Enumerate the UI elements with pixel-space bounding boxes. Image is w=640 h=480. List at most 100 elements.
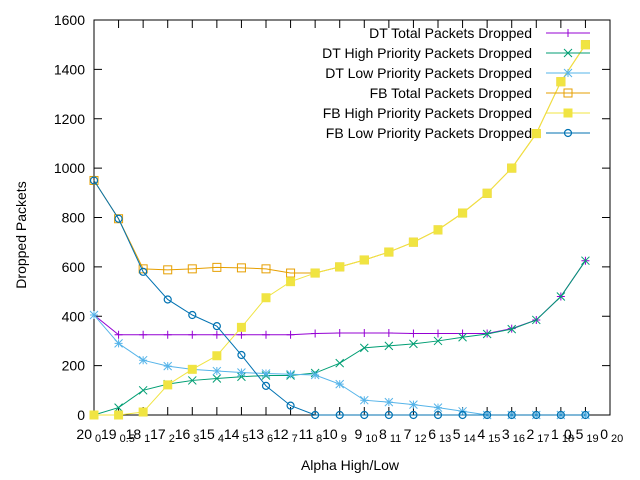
data-point — [360, 410, 369, 420]
x-tick-label-high: 6 — [428, 426, 436, 442]
data-point — [212, 322, 221, 331]
data-point — [563, 68, 573, 78]
y-tick-label: 0 — [77, 407, 85, 423]
data-point — [261, 369, 271, 378]
x-tick-label-high: 8 — [379, 426, 387, 442]
data-point — [188, 310, 197, 320]
x-tick-label-high: 12 — [273, 426, 289, 442]
data-point — [433, 336, 443, 346]
x-tick-label-low: 7 — [292, 433, 298, 445]
y-axis-ticks: 0 200 400 600 800 1000 1200 1400 1600 — [54, 12, 610, 423]
legend-label: DT Low Priority Packets Dropped — [325, 65, 532, 81]
data-point — [563, 48, 573, 58]
data-point — [163, 265, 173, 275]
data-point — [139, 330, 148, 339]
data-point — [581, 256, 590, 266]
data-point — [483, 410, 492, 420]
data-point — [434, 329, 442, 338]
series-2 — [89, 256, 590, 420]
x-tick-label-high: 9 — [354, 426, 362, 442]
data-point — [433, 403, 443, 412]
data-point — [311, 410, 320, 420]
data-point — [262, 330, 270, 339]
data-point — [139, 267, 148, 276]
x-tick-label-low: 19 — [586, 433, 598, 445]
x-axis-ticks: 20 0 19 0.518 1 17 2 16 3 15 4 14 5 13 6 12 7 11 8 10 9 9 10 8 1… — [76, 20, 623, 445]
x-tick-label-high: 11 — [299, 426, 314, 442]
x-tick-label-high: 0.5 — [564, 426, 584, 442]
data-point — [236, 263, 246, 273]
data-point — [409, 339, 418, 349]
x-tick-label-high: 7 — [404, 426, 412, 442]
series-line — [93, 180, 586, 416]
data-point — [138, 355, 148, 365]
data-point — [138, 385, 148, 395]
data-point — [531, 129, 541, 139]
data-point — [212, 262, 222, 272]
x-tick-label-high: 17 — [150, 426, 166, 442]
x-tick-label-low: 15 — [488, 433, 500, 445]
data-point — [237, 350, 246, 360]
data-point — [507, 410, 516, 420]
data-point — [563, 108, 573, 118]
legend-entry: FB High Priority Packets Dropped — [323, 105, 590, 121]
y-tick-label: 1000 — [54, 160, 85, 176]
data-point — [563, 88, 573, 98]
x-tick-label-high: 5 — [453, 426, 461, 442]
x-tick-label-low: 20 — [611, 433, 623, 445]
data-point — [261, 293, 271, 303]
data-point — [580, 40, 590, 50]
data-point — [89, 176, 99, 185]
data-point — [114, 330, 123, 339]
x-tick-label-low: 3 — [193, 433, 199, 445]
x-tick-label-low: 13 — [439, 433, 451, 445]
data-point — [482, 329, 492, 339]
series-layer — [89, 40, 590, 420]
data-point — [163, 330, 172, 339]
data-point — [237, 330, 246, 339]
x-tick-label-high: 3 — [502, 426, 510, 442]
data-point — [311, 329, 320, 338]
data-point — [212, 366, 222, 376]
data-point — [482, 188, 492, 198]
data-point — [237, 368, 246, 377]
x-tick-label-low: 1 — [144, 433, 150, 445]
data-point — [335, 358, 345, 368]
data-point — [237, 372, 246, 382]
y-tick-label: 1600 — [54, 12, 85, 28]
x-tick-label-low: 17 — [537, 433, 549, 445]
x-axis-label: Alpha High/Low — [301, 457, 400, 473]
data-point — [458, 329, 467, 338]
data-point — [212, 330, 221, 339]
data-point — [359, 255, 369, 265]
data-point — [556, 292, 566, 301]
data-point — [286, 330, 295, 339]
data-point — [433, 225, 443, 235]
data-point — [163, 295, 172, 304]
data-point — [286, 401, 295, 410]
data-point — [138, 407, 148, 417]
legend-entry: DT Total Packets Dropped — [369, 25, 590, 41]
data-point — [433, 410, 443, 420]
data-point — [408, 237, 418, 247]
data-point — [458, 208, 468, 218]
legend-label: DT Total Packets Dropped — [369, 25, 532, 41]
data-point — [261, 381, 271, 390]
x-tick-label-low: 0.5 — [120, 433, 135, 445]
y-tick-label: 800 — [62, 210, 86, 226]
x-tick-label-low: 5 — [242, 433, 248, 445]
data-point — [187, 376, 197, 385]
x-tick-label-high: 2 — [526, 426, 534, 442]
data-point — [507, 324, 517, 334]
data-point — [581, 410, 590, 420]
data-point — [212, 351, 222, 361]
data-point — [114, 339, 123, 348]
data-point — [335, 262, 345, 272]
data-point — [188, 330, 197, 339]
data-point — [384, 410, 393, 420]
data-point — [384, 247, 394, 257]
y-axis-label: Dropped Packets — [13, 181, 29, 288]
x-tick-label-low: 10 — [365, 433, 377, 445]
data-point — [335, 410, 344, 420]
